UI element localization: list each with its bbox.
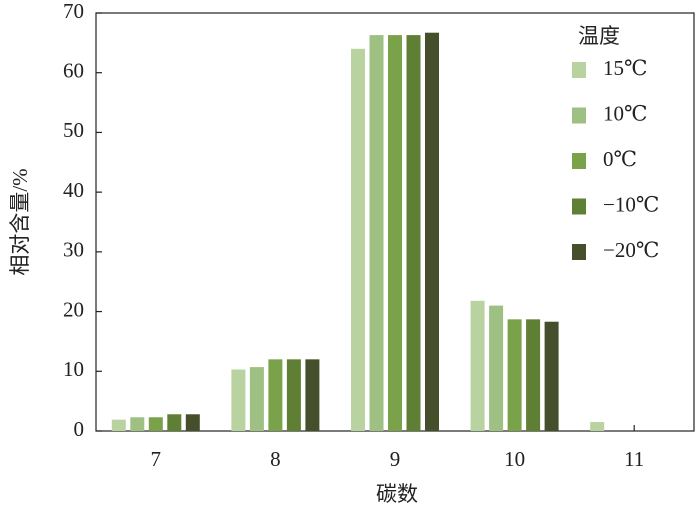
bar — [185, 414, 200, 431]
bar — [388, 35, 402, 431]
x-tick-label: 8 — [270, 447, 281, 471]
legend-swatch — [572, 198, 586, 215]
y-tick-label: 20 — [63, 297, 84, 321]
bar — [425, 32, 439, 431]
bar — [507, 319, 522, 431]
y-tick-label: 40 — [63, 178, 84, 202]
bar — [489, 305, 504, 431]
bar — [249, 367, 264, 431]
bar — [544, 321, 559, 431]
bar — [351, 48, 365, 431]
x-axis-label: 碳数 — [376, 482, 418, 506]
y-tick-label: 30 — [63, 238, 84, 262]
legend-label: 10℃ — [603, 101, 648, 125]
bar — [111, 419, 126, 431]
bar — [470, 300, 485, 431]
legend-swatch — [572, 244, 586, 260]
y-tick-label: 60 — [63, 59, 84, 83]
x-tick-label: 11 — [624, 447, 644, 471]
bar — [305, 359, 320, 431]
legend-label: 0℃ — [603, 147, 637, 171]
bar — [268, 359, 283, 431]
bar — [406, 35, 421, 431]
legend-label: −10℃ — [603, 192, 659, 216]
y-axis-label: 相对含量/% — [8, 168, 32, 275]
x-tick-label: 7 — [151, 447, 162, 471]
legend-swatch — [572, 107, 586, 124]
bar — [590, 422, 605, 431]
y-tick-label: 50 — [63, 118, 84, 142]
x-tick-label: 9 — [390, 447, 401, 471]
bar — [369, 35, 384, 431]
legend-title: 温度 — [578, 24, 620, 48]
x-tick-label: 10 — [504, 447, 525, 471]
bar — [167, 414, 182, 431]
bar — [148, 417, 163, 431]
y-tick-label: 10 — [63, 357, 84, 381]
legend-swatch — [572, 62, 586, 78]
y-tick-label: 0 — [74, 417, 85, 441]
bar — [231, 369, 246, 431]
legend-swatch — [572, 153, 586, 169]
bar — [130, 417, 145, 431]
legend-label: −20℃ — [603, 238, 659, 262]
y-tick-label: 70 — [63, 0, 84, 23]
legend-label: 15℃ — [603, 56, 648, 80]
bar — [286, 359, 301, 431]
bar — [526, 319, 541, 431]
